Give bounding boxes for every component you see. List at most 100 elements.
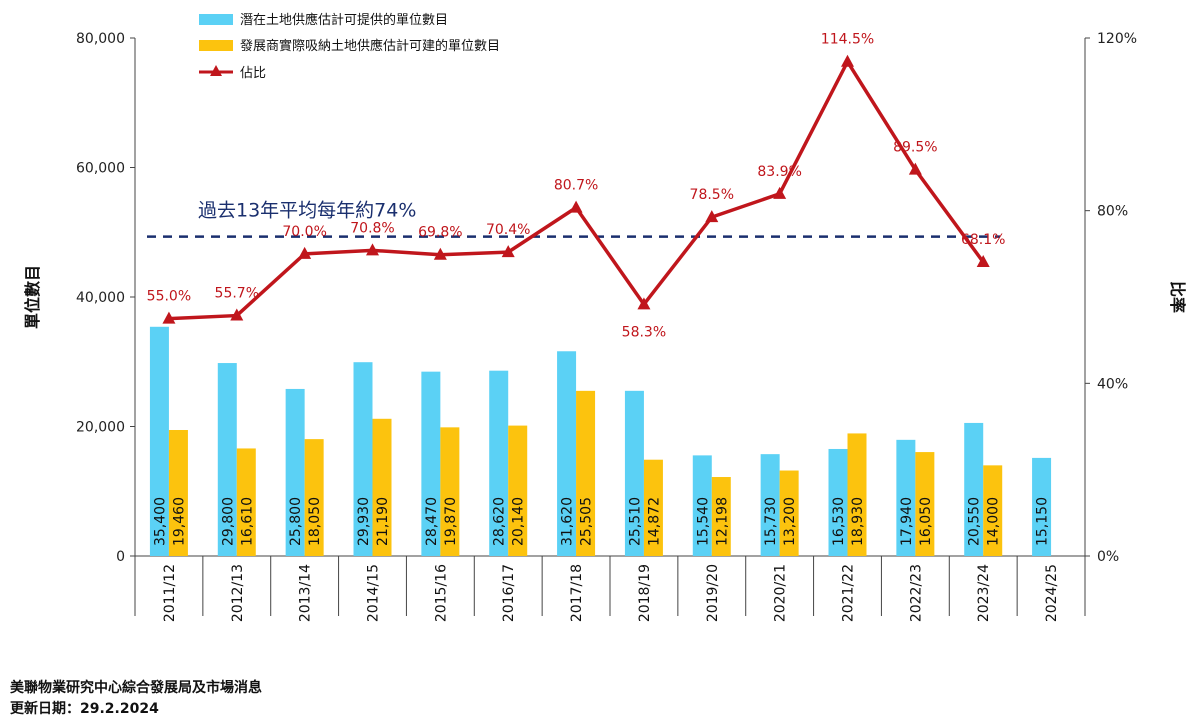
category-label: 2011/12 bbox=[162, 564, 178, 622]
bar-label-potential-supply: 29,930 bbox=[356, 497, 372, 546]
y2-axis-title: 比率 bbox=[1168, 281, 1187, 313]
ratio-label: 83.9% bbox=[757, 164, 801, 180]
category-label: 2021/22 bbox=[841, 564, 857, 622]
ratio-marker bbox=[433, 247, 447, 260]
category-label: 2014/15 bbox=[366, 564, 382, 622]
bar-potential-supply bbox=[285, 388, 305, 556]
bar-label-potential-supply: 35,400 bbox=[152, 497, 168, 546]
bar-developer-uptake bbox=[168, 429, 188, 556]
ratio-label: 70.0% bbox=[282, 224, 326, 240]
bar-label-developer-uptake: 14,000 bbox=[986, 497, 1002, 546]
bar-developer-uptake bbox=[915, 452, 935, 556]
category-label: 2015/16 bbox=[433, 564, 449, 622]
bar-label-potential-supply: 29,800 bbox=[220, 497, 236, 546]
ratio-label: 114.5% bbox=[821, 32, 874, 48]
bar-label-developer-uptake: 19,870 bbox=[443, 497, 459, 546]
category-label: 2024/25 bbox=[1044, 564, 1060, 622]
ratio-marker bbox=[569, 200, 583, 213]
bar-developer-uptake bbox=[983, 465, 1003, 556]
bar-developer-uptake bbox=[508, 425, 528, 556]
y2-tick-label: 0% bbox=[1097, 549, 1119, 565]
bar-label-developer-uptake: 19,460 bbox=[171, 497, 187, 546]
bar-potential-supply bbox=[489, 370, 509, 556]
ratio-marker bbox=[705, 210, 719, 223]
bar-developer-uptake bbox=[847, 433, 867, 556]
bar-label-developer-uptake: 25,505 bbox=[579, 497, 595, 546]
ratio-label: 55.0% bbox=[147, 289, 191, 305]
ratio-marker bbox=[162, 311, 176, 324]
bar-label-developer-uptake: 13,200 bbox=[782, 497, 798, 546]
bar-label-developer-uptake: 16,610 bbox=[239, 497, 255, 546]
source-note: 美聯物業研究中心綜合發展局及市場消息 bbox=[10, 680, 262, 696]
bar-potential-supply bbox=[421, 371, 441, 556]
bar-developer-uptake bbox=[711, 477, 731, 556]
bar-potential-supply bbox=[896, 439, 916, 556]
bar-potential-supply bbox=[624, 390, 644, 556]
ratio-marker bbox=[501, 245, 515, 258]
legend-label-developer-uptake: 發展商實際吸納土地供應估計可建的單位數目 bbox=[240, 38, 500, 54]
bar-label-potential-supply: 16,530 bbox=[831, 497, 847, 546]
bar-potential-supply bbox=[828, 448, 848, 556]
bar-label-potential-supply: 20,550 bbox=[967, 497, 983, 546]
ratio-label: 70.4% bbox=[486, 222, 530, 238]
bar-developer-uptake bbox=[304, 439, 324, 556]
category-label: 2012/13 bbox=[230, 564, 246, 622]
bar-label-potential-supply: 28,470 bbox=[424, 497, 440, 546]
category-label: 2013/14 bbox=[298, 564, 314, 622]
bar-label-potential-supply: 15,540 bbox=[695, 497, 711, 546]
ratio-label: 69.8% bbox=[418, 225, 462, 241]
category-label: 2018/19 bbox=[637, 564, 653, 622]
ratio-marker bbox=[366, 243, 379, 256]
bar-developer-uptake bbox=[236, 448, 256, 556]
bar-label-developer-uptake: 14,872 bbox=[646, 497, 662, 546]
update-date: 更新日期：29.2.2024 bbox=[10, 701, 159, 717]
bar-potential-supply bbox=[557, 351, 577, 556]
ratio-label: 70.8% bbox=[350, 220, 394, 236]
category-label: 2023/24 bbox=[976, 564, 992, 622]
ratio-label: 89.5% bbox=[893, 140, 937, 156]
ratio-label: 58.3% bbox=[622, 324, 666, 340]
bar-label-potential-supply: 17,940 bbox=[899, 497, 915, 546]
bar-label-developer-uptake: 18,930 bbox=[850, 497, 866, 546]
bar-label-developer-uptake: 12,198 bbox=[714, 497, 730, 546]
legend-swatch-developer-uptake bbox=[199, 40, 233, 51]
legend-label-ratio: 佔比 bbox=[240, 66, 266, 81]
ratio-marker bbox=[773, 186, 787, 199]
ratio-marker bbox=[637, 297, 651, 310]
bar-developer-uptake bbox=[372, 418, 392, 556]
bar-label-potential-supply: 15,150 bbox=[1035, 497, 1051, 546]
ratio-marker bbox=[976, 255, 990, 268]
bar-developer-uptake bbox=[440, 427, 460, 556]
y-tick-label: 0 bbox=[116, 549, 125, 565]
bar-label-developer-uptake: 16,050 bbox=[918, 497, 934, 546]
y-tick-label: 40,000 bbox=[76, 290, 125, 306]
bar-label-potential-supply: 31,620 bbox=[560, 497, 576, 546]
average-line-label: 過去13年平均每年約74% bbox=[198, 200, 416, 222]
ratio-label: 68.1% bbox=[961, 232, 1005, 248]
bar-potential-supply bbox=[760, 454, 780, 556]
bar-label-potential-supply: 25,510 bbox=[627, 497, 643, 546]
category-label: 2020/21 bbox=[773, 564, 789, 622]
bar-label-developer-uptake: 20,140 bbox=[511, 497, 527, 546]
y-tick-label: 60,000 bbox=[76, 161, 125, 177]
ratio-marker bbox=[908, 162, 922, 175]
y-axis-title: 單位數目 bbox=[23, 265, 42, 329]
category-label: 2022/23 bbox=[908, 564, 924, 622]
ratio-label: 55.7% bbox=[215, 286, 259, 302]
legend-marker-ratio bbox=[210, 65, 222, 76]
ratio-marker bbox=[230, 308, 244, 321]
bar-label-potential-supply: 25,800 bbox=[288, 497, 304, 546]
bar-developer-uptake bbox=[576, 390, 596, 556]
bar-potential-supply bbox=[149, 326, 169, 556]
ratio-label: 80.7% bbox=[554, 178, 598, 194]
bar-label-potential-supply: 15,730 bbox=[763, 497, 779, 546]
bar-potential-supply bbox=[692, 455, 712, 556]
bar-label-developer-uptake: 21,190 bbox=[375, 497, 391, 546]
y-tick-label: 80,000 bbox=[76, 31, 125, 47]
bar-developer-uptake bbox=[779, 470, 799, 556]
category-label: 2019/20 bbox=[705, 564, 721, 622]
bar-developer-uptake bbox=[643, 459, 663, 556]
y-tick-label: 20,000 bbox=[76, 420, 125, 436]
chart: 0 20,000 40,000 60,000 80,000 0% 40% 80% 120% 201… bbox=[23, 12, 1187, 622]
legend-swatch-potential-supply bbox=[199, 14, 233, 25]
